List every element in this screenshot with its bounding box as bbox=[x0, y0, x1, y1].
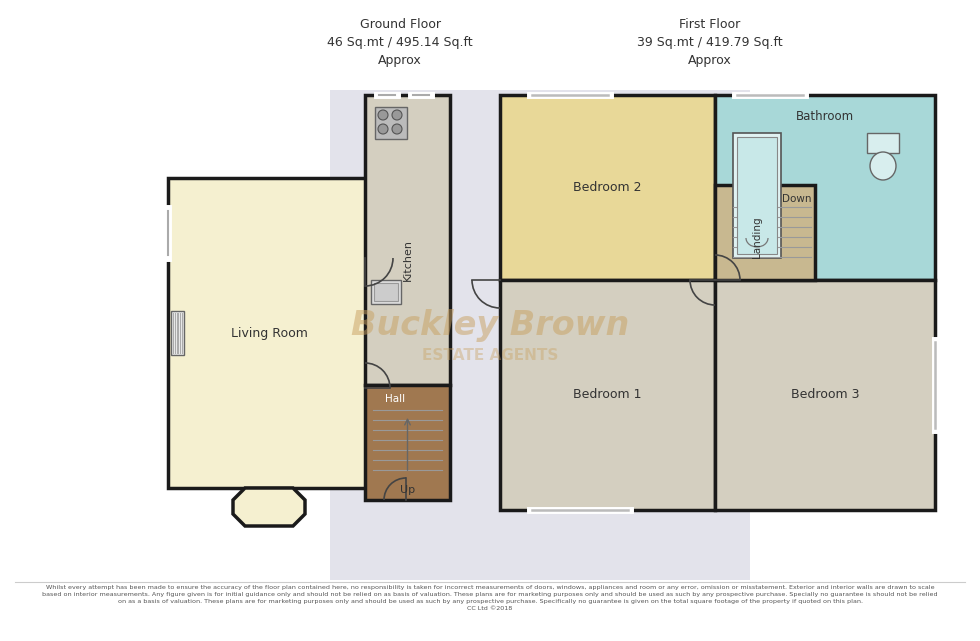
Bar bbox=[500, 95, 715, 280]
Bar bbox=[374, 283, 398, 301]
Circle shape bbox=[392, 124, 402, 134]
Text: Hall: Hall bbox=[385, 394, 406, 404]
Ellipse shape bbox=[870, 152, 896, 180]
Text: Bedroom 1: Bedroom 1 bbox=[573, 388, 642, 401]
Circle shape bbox=[392, 110, 402, 120]
Bar bbox=[365, 95, 450, 385]
Bar bbox=[171, 311, 184, 355]
Text: Down: Down bbox=[781, 194, 811, 204]
Text: Bathroom: Bathroom bbox=[796, 110, 854, 124]
Text: First Floor
39 Sq.mt / 419.79 Sq.ft
Approx: First Floor 39 Sq.mt / 419.79 Sq.ft Appr… bbox=[637, 18, 783, 67]
Text: Buckley Brown: Buckley Brown bbox=[351, 308, 629, 342]
Bar bbox=[168, 178, 370, 488]
Text: Living Room: Living Room bbox=[230, 326, 308, 340]
Bar bbox=[733, 133, 781, 258]
Text: Landing: Landing bbox=[752, 217, 762, 258]
Text: Kitchen: Kitchen bbox=[403, 239, 413, 281]
Bar bbox=[715, 95, 935, 280]
Bar bbox=[375, 107, 407, 139]
Text: Whilst every attempt has been made to ensure the accuracy of the floor plan cont: Whilst every attempt has been made to en… bbox=[42, 585, 938, 611]
Text: Bedroom 3: Bedroom 3 bbox=[791, 388, 859, 401]
Bar bbox=[715, 280, 935, 510]
Circle shape bbox=[378, 110, 388, 120]
Text: ESTATE AGENTS: ESTATE AGENTS bbox=[421, 347, 559, 363]
Bar bbox=[330, 90, 750, 580]
Text: Up: Up bbox=[400, 485, 416, 495]
Bar bbox=[715, 185, 815, 280]
Bar bbox=[500, 280, 715, 510]
Text: Bedroom 2: Bedroom 2 bbox=[573, 181, 642, 194]
Bar bbox=[365, 385, 450, 500]
Circle shape bbox=[378, 124, 388, 134]
Polygon shape bbox=[233, 488, 305, 526]
Bar bbox=[737, 137, 777, 254]
Bar bbox=[371, 280, 401, 304]
Bar bbox=[867, 133, 899, 153]
Text: Ground Floor
46 Sq.mt / 495.14 Sq.ft
Approx: Ground Floor 46 Sq.mt / 495.14 Sq.ft App… bbox=[327, 18, 472, 67]
